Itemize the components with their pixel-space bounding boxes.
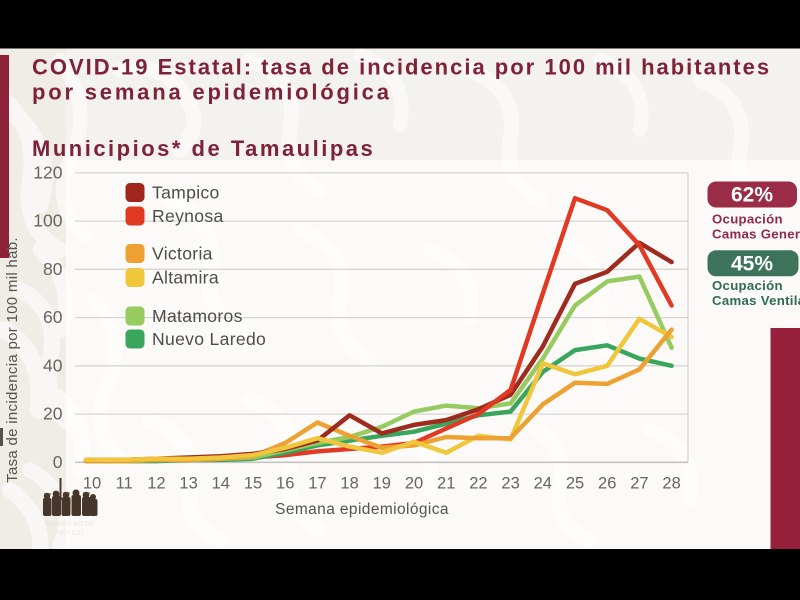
svg-text:22: 22 — [469, 475, 487, 493]
svg-text:19: 19 — [373, 475, 391, 493]
svg-text:Victoria: Victoria — [152, 244, 213, 264]
svg-text:Semana epidemiológica: Semana epidemiológica — [275, 501, 449, 518]
svg-text:24: 24 — [534, 475, 552, 493]
svg-text:15: 15 — [244, 475, 262, 493]
svg-text:11: 11 — [116, 475, 133, 493]
svg-text:Camas Generales: Camas Generales — [712, 227, 800, 242]
svg-text:Altamira: Altamira — [152, 268, 219, 288]
svg-text:12: 12 — [147, 475, 165, 493]
svg-text:27: 27 — [630, 475, 648, 493]
svg-text:26: 26 — [598, 475, 616, 493]
svg-text:Reynosa: Reynosa — [152, 206, 224, 226]
svg-text:16: 16 — [276, 475, 294, 493]
svg-text:80: 80 — [43, 259, 63, 279]
svg-text:17: 17 — [308, 475, 326, 493]
svg-text:23: 23 — [501, 475, 519, 493]
svg-text:Tampico: Tampico — [152, 183, 220, 203]
svg-text:60: 60 — [43, 307, 63, 327]
svg-text:18: 18 — [340, 475, 358, 493]
svg-text:100: 100 — [33, 211, 62, 231]
svg-text:14: 14 — [212, 475, 230, 493]
svg-text:10: 10 — [83, 475, 101, 493]
svg-text:40: 40 — [43, 355, 63, 375]
svg-text:20: 20 — [43, 404, 63, 424]
svg-text:MÉXICO: MÉXICO — [56, 528, 84, 537]
svg-text:Matamoros: Matamoros — [152, 306, 243, 326]
svg-text:por semana epidemiológica: por semana epidemiológica — [32, 80, 392, 105]
svg-text:Nuevo Laredo: Nuevo Laredo — [152, 329, 266, 349]
svg-text:45%: 45% — [731, 252, 773, 275]
svg-text:0: 0 — [53, 452, 63, 472]
svg-text:28: 28 — [662, 475, 680, 493]
svg-text:GOBIERNO DE: GOBIERNO DE — [45, 521, 95, 528]
svg-text:Ocupación: Ocupación — [712, 212, 783, 227]
svg-text:25: 25 — [566, 475, 584, 493]
svg-text:Ocupación: Ocupación — [712, 278, 783, 293]
svg-text:21: 21 — [437, 475, 455, 493]
svg-text:Camas Ventilador: Camas Ventilador — [712, 293, 800, 308]
svg-text:120: 120 — [33, 162, 62, 182]
svg-text:Municipios* de Tamaulipas: Municipios* de Tamaulipas — [32, 136, 375, 161]
svg-text:20: 20 — [405, 475, 423, 493]
svg-text:13: 13 — [179, 475, 197, 493]
svg-text:Tasa de incidencia por 100 mil: Tasa de incidencia por 100 mil hab. — [4, 237, 21, 483]
svg-text:62%: 62% — [731, 184, 773, 207]
svg-text:COVID-19 Estatal: tasa de inci: COVID-19 Estatal: tasa de incidencia por… — [32, 55, 771, 80]
